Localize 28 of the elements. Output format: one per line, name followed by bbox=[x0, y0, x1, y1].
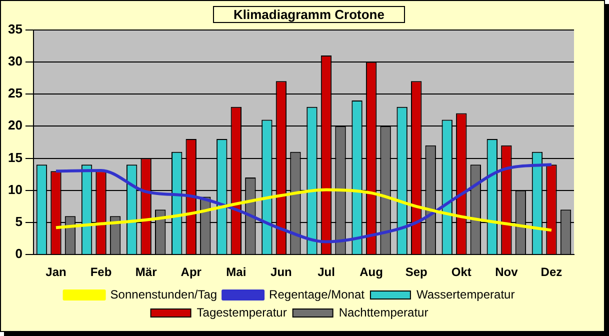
x-tick-label: Jan bbox=[46, 265, 66, 280]
legend-label: Regentage/Monat bbox=[269, 287, 366, 302]
x-tick-label: Jun bbox=[270, 265, 292, 280]
y-tick-label: 0 bbox=[15, 246, 22, 262]
x-tick-label: Okt bbox=[451, 265, 472, 280]
line-series bbox=[54, 163, 553, 244]
x-tick-label: Feb bbox=[90, 265, 112, 280]
legend-label: Tagestemperatur bbox=[196, 305, 287, 320]
legend-label: Wassertemperatur bbox=[416, 287, 515, 302]
y-tick-label: 35 bbox=[8, 21, 22, 36]
legend-label: Nachttemperatur bbox=[338, 305, 428, 320]
y-tick-label: 20 bbox=[8, 118, 22, 133]
x-tick-label: Apr bbox=[180, 265, 202, 280]
y-tick-label: 10 bbox=[8, 182, 22, 197]
chart-title: Klimadiagramm Crotone bbox=[213, 6, 405, 23]
legend-label: Sonnenstunden/Tag bbox=[110, 287, 218, 302]
x-tick-label: Sep bbox=[405, 265, 428, 280]
x-tick-label: Mär bbox=[135, 265, 158, 280]
y-tick-label: 5 bbox=[15, 214, 22, 230]
x-tick-label: Aug bbox=[360, 265, 383, 280]
y-tick-label: 30 bbox=[8, 53, 22, 68]
x-tick-label: Mai bbox=[226, 265, 246, 280]
y-tick-label: 15 bbox=[8, 150, 22, 165]
x-tick-label: Nov bbox=[495, 265, 518, 280]
x-tick-label: Dez bbox=[540, 265, 562, 280]
line-series bbox=[54, 188, 553, 232]
y-tick-label: 25 bbox=[8, 86, 22, 101]
x-tick-label: Jul bbox=[318, 265, 335, 280]
